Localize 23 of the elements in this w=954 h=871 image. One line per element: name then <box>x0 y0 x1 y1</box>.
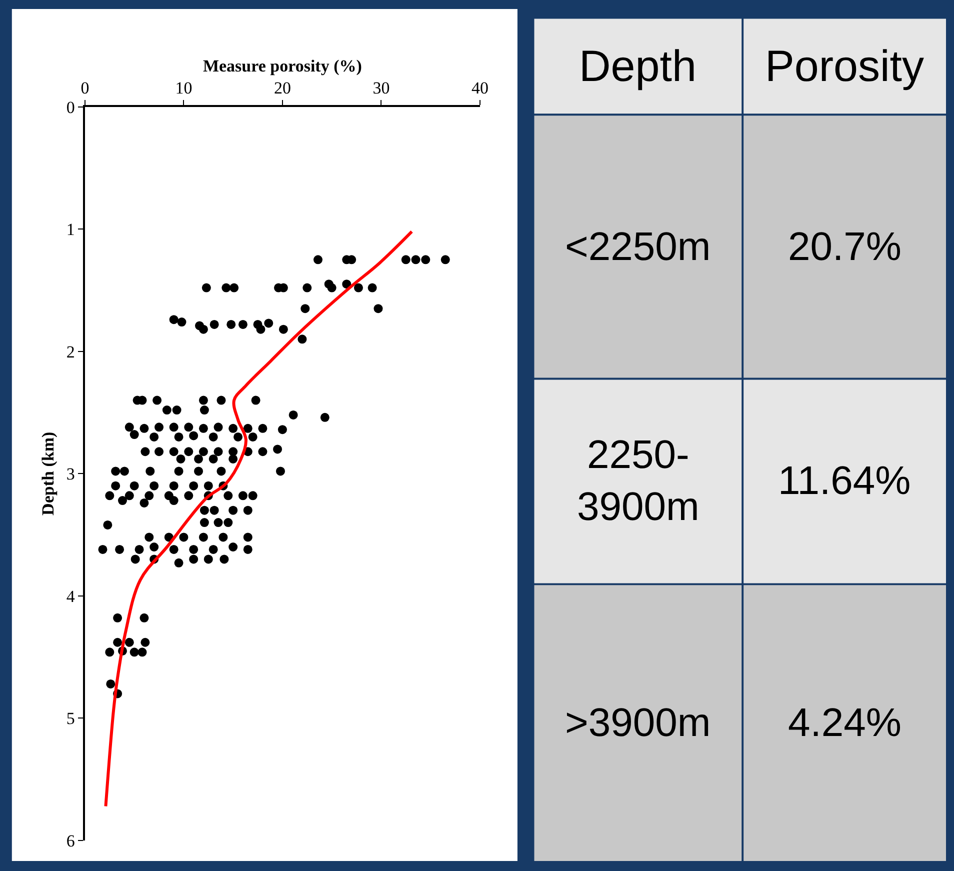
y-tick-label: 0 <box>66 98 75 117</box>
text: 4.24% <box>788 701 902 745</box>
text: <2250m <box>565 225 711 269</box>
y-tick-label: 6 <box>66 831 75 850</box>
text: Depth <box>579 42 696 91</box>
x-tick-label: 10 <box>175 78 192 98</box>
y-tick-label: 2 <box>66 342 75 362</box>
text: >3900m <box>565 701 711 745</box>
text: Porosity <box>765 42 924 91</box>
x-tick-label: 0 <box>80 78 90 98</box>
line-series <box>104 230 414 808</box>
x-tick-label: 40 <box>471 78 488 98</box>
text: 2250-3900m <box>577 433 700 529</box>
x-tick-label: 30 <box>372 78 390 98</box>
y-tick-label: 3 <box>66 464 75 484</box>
y-tick-label: 5 <box>66 709 75 728</box>
y-tick-label: 1 <box>66 220 75 240</box>
y-tick-label: 4 <box>66 586 76 606</box>
text: 20.7% <box>788 225 902 269</box>
x-axis-title: Measure porosity (%) <box>202 56 362 76</box>
y-axis-title: Depth (km) <box>38 432 58 516</box>
x-tick-label: 20 <box>274 78 291 98</box>
text: 11.64% <box>778 459 911 503</box>
